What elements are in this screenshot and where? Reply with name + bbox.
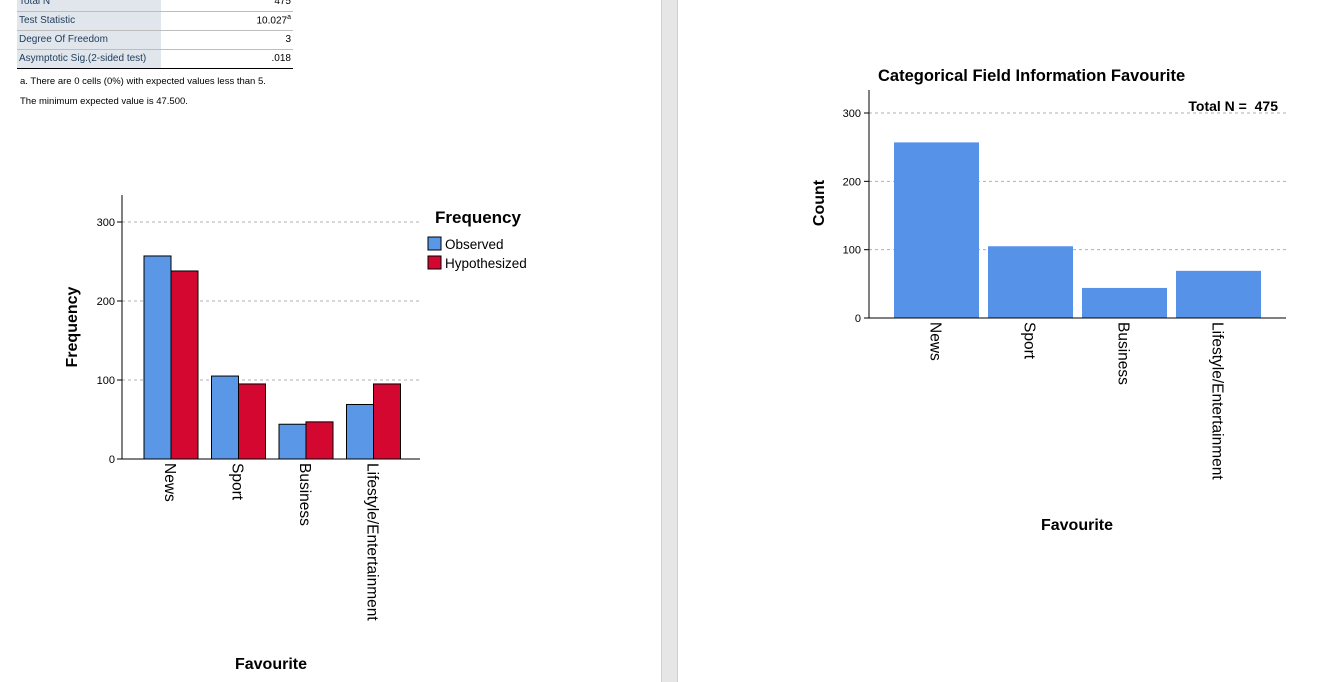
y-tick-label: 300 xyxy=(843,108,861,120)
x-tick-label: Business xyxy=(296,463,313,526)
row-value: .018 xyxy=(161,49,293,69)
bar-count-sport xyxy=(988,246,1073,318)
legend-title: Frequency xyxy=(435,208,522,227)
y-tick-label: 200 xyxy=(843,176,861,188)
row-value-cell: 10.027a xyxy=(161,11,293,31)
y-tick-label: 0 xyxy=(109,454,115,466)
chart-legend: Frequency Observed Hypothesized xyxy=(427,208,527,271)
bar-hypothesized-lifestyle-entertainment xyxy=(373,383,401,460)
y-tick-label: 100 xyxy=(97,375,115,387)
x-tick-label: Sport xyxy=(1021,322,1038,360)
legend-label-observed: Observed xyxy=(445,237,504,252)
y-axis-title: Frequency xyxy=(64,286,81,367)
table-row: Total N 475 xyxy=(17,0,293,12)
x-tick-label: Lifestyle/Entertainment xyxy=(364,463,381,621)
x-tick-label: News xyxy=(161,463,178,502)
row-label: Degree Of Freedom xyxy=(17,30,161,50)
y-tick-label: 200 xyxy=(97,296,115,308)
legend-label-hypothesized: Hypothesized xyxy=(445,256,527,271)
legend-swatch-observed xyxy=(427,236,442,251)
x-axis-title: Favourite xyxy=(235,656,307,673)
footnote-marker: a xyxy=(287,14,291,22)
table-footnote: a. There are 0 cells (0%) with expected … xyxy=(20,76,266,87)
legend-swatch-hypothesized xyxy=(427,255,442,270)
pane-splitter[interactable] xyxy=(661,0,678,682)
row-value: 10.027 xyxy=(256,15,288,27)
bar-hypothesized-sport xyxy=(238,383,266,460)
row-label: Test Statistic xyxy=(17,11,161,31)
left-output-pane: Total N 475 Test Statistic 10.027a Degre… xyxy=(0,0,661,682)
row-value: 3 xyxy=(161,30,293,50)
categorical-field-chart: Categorical Field Information Favourite … xyxy=(811,67,1286,534)
table-row: Degree Of Freedom 3 xyxy=(17,30,293,50)
x-tick-label: Sport xyxy=(229,463,246,501)
y-tick-label: 300 xyxy=(97,217,115,229)
y-tick-label: 100 xyxy=(843,245,861,257)
bar-hypothesized-news xyxy=(170,270,199,460)
bar-count-lifestyle-entertainment xyxy=(1176,270,1261,318)
x-tick-label: News xyxy=(927,322,944,361)
bar-observed-business xyxy=(278,423,307,460)
row-value: 475 xyxy=(161,0,293,12)
bar-count-news xyxy=(894,142,979,318)
x-tick-label: Business xyxy=(1115,322,1132,385)
bar-count-business xyxy=(1082,287,1167,318)
row-label: Total N xyxy=(17,0,161,12)
chi-square-test-table: Total N 475 Test Statistic 10.027a Degre… xyxy=(17,0,293,69)
x-tick-label: Lifestyle/Entertainment xyxy=(1209,322,1226,480)
bar-observed-lifestyle-entertainment xyxy=(346,403,374,460)
total-n-annotation: Total N = 475 xyxy=(1188,98,1278,114)
table-row: Test Statistic 10.027a xyxy=(17,11,293,31)
y-axis-title: Count xyxy=(811,179,828,226)
bar-observed-news xyxy=(143,255,172,460)
bar-observed-sport xyxy=(211,375,239,460)
observed-vs-hypothesized-chart: 0 100 200 300 News Sport Business Lifestyle/En… xyxy=(64,195,527,673)
chart-title: Categorical Field Information Favourite xyxy=(878,67,1185,85)
table-footnote: The minimum expected value is 47.500. xyxy=(20,96,188,107)
x-axis-title: Favourite xyxy=(1041,517,1113,534)
right-output-pane: Categorical Field Information Favourite … xyxy=(678,0,1324,682)
row-label: Asymptotic Sig.(2-sided test) xyxy=(17,49,161,69)
bar-hypothesized-business xyxy=(305,421,334,460)
y-tick-label: 0 xyxy=(855,313,861,325)
table-row: Asymptotic Sig.(2-sided test) .018 xyxy=(17,49,293,69)
